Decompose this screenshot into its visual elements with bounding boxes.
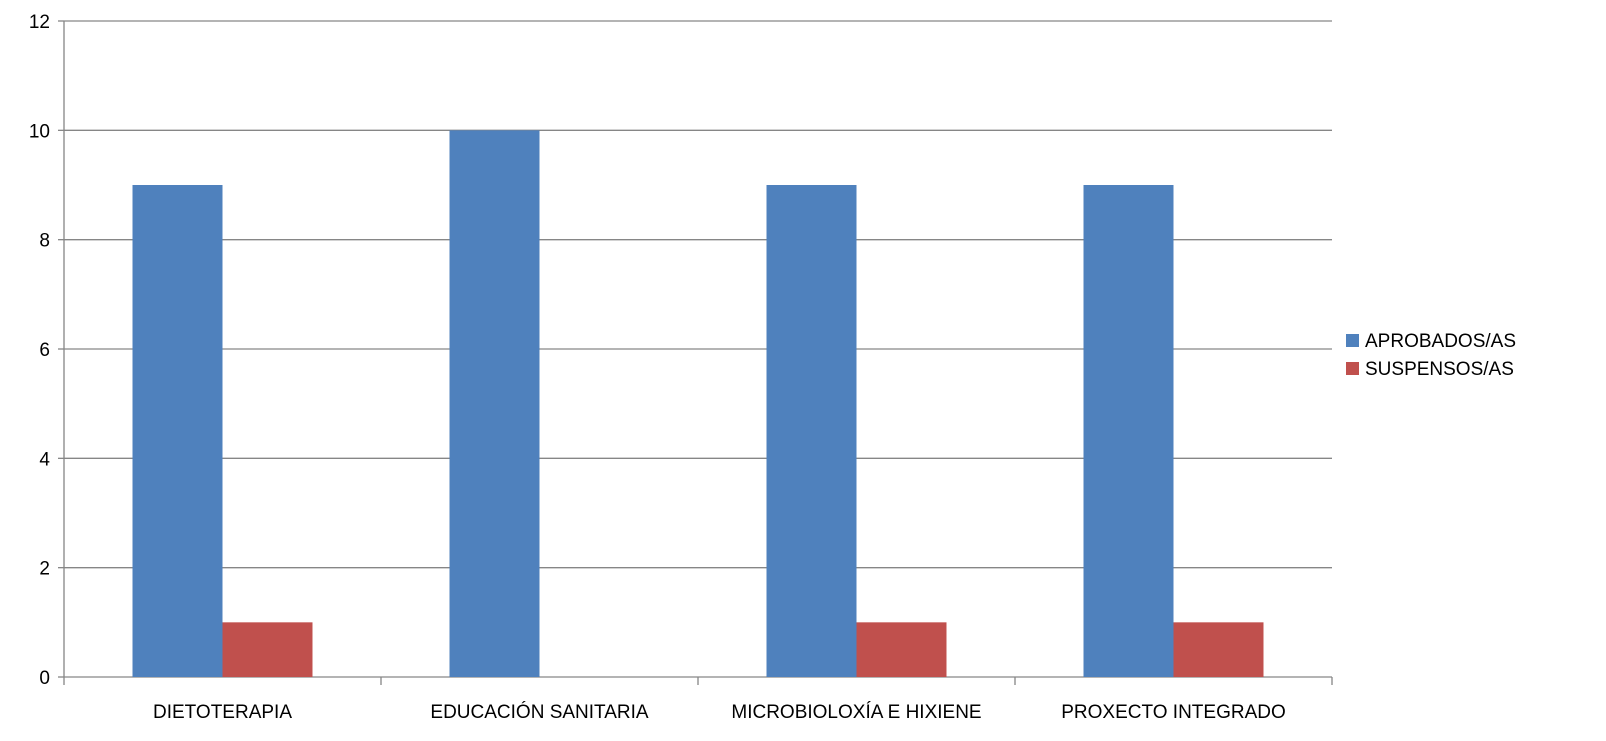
bar-suspensos-as-3: [856, 622, 947, 677]
legend-label: APROBADOS/AS: [1365, 331, 1516, 352]
legend-swatch: [1346, 362, 1359, 375]
y-tick-label: 8: [39, 231, 50, 252]
bar-aprobados-as-4: [1083, 185, 1174, 677]
bar-aprobados-as-2: [449, 130, 540, 678]
bars: [132, 130, 1264, 678]
bar-suspensos-as-4: [1173, 622, 1264, 677]
x-category-label: DIETOTERAPIA: [153, 702, 292, 723]
y-tick-label: 0: [39, 668, 50, 689]
x-category-label: MICROBIOLOXÍA E HIXIENE: [731, 702, 981, 723]
legend-swatch: [1346, 334, 1359, 347]
x-category-label: EDUCACIÓN SANITARIA: [430, 701, 649, 723]
bar-aprobados-as-3: [766, 185, 857, 677]
bar-aprobados-as-1: [132, 185, 223, 677]
y-tick-label: 10: [29, 121, 50, 142]
legend-label: SUSPENSOS/AS: [1365, 359, 1514, 380]
y-tick-label: 12: [29, 12, 50, 33]
y-tick-label: 4: [39, 449, 50, 470]
x-category-label: PROXECTO INTEGRADO: [1061, 702, 1286, 723]
y-tick-label: 2: [39, 559, 50, 580]
bar-suspensos-as-1: [222, 622, 313, 677]
y-tick-label: 6: [39, 340, 50, 361]
legend: APROBADOS/AS SUSPENSOS/AS: [1346, 331, 1516, 380]
axis-labels: 0 2 4 6 8 10 12 DIETOTERAPIA EDUCACIÓN SANITARIA…: [29, 12, 1286, 723]
